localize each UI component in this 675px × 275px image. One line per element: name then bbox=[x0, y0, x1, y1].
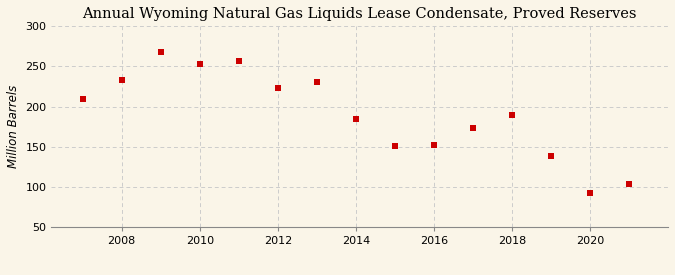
Point bbox=[78, 96, 88, 101]
Title: Annual Wyoming Natural Gas Liquids Lease Condensate, Proved Reserves: Annual Wyoming Natural Gas Liquids Lease… bbox=[82, 7, 637, 21]
Point bbox=[585, 191, 595, 196]
Point bbox=[116, 78, 127, 82]
Point bbox=[429, 143, 439, 147]
Point bbox=[624, 182, 634, 186]
Point bbox=[311, 80, 322, 85]
Point bbox=[273, 86, 284, 90]
Point bbox=[155, 50, 166, 54]
Point bbox=[194, 62, 205, 66]
Point bbox=[468, 126, 479, 130]
Point bbox=[350, 117, 361, 122]
Point bbox=[234, 59, 244, 63]
Point bbox=[389, 144, 400, 148]
Point bbox=[506, 112, 517, 117]
Y-axis label: Million Barrels: Million Barrels bbox=[7, 85, 20, 168]
Point bbox=[545, 154, 556, 159]
